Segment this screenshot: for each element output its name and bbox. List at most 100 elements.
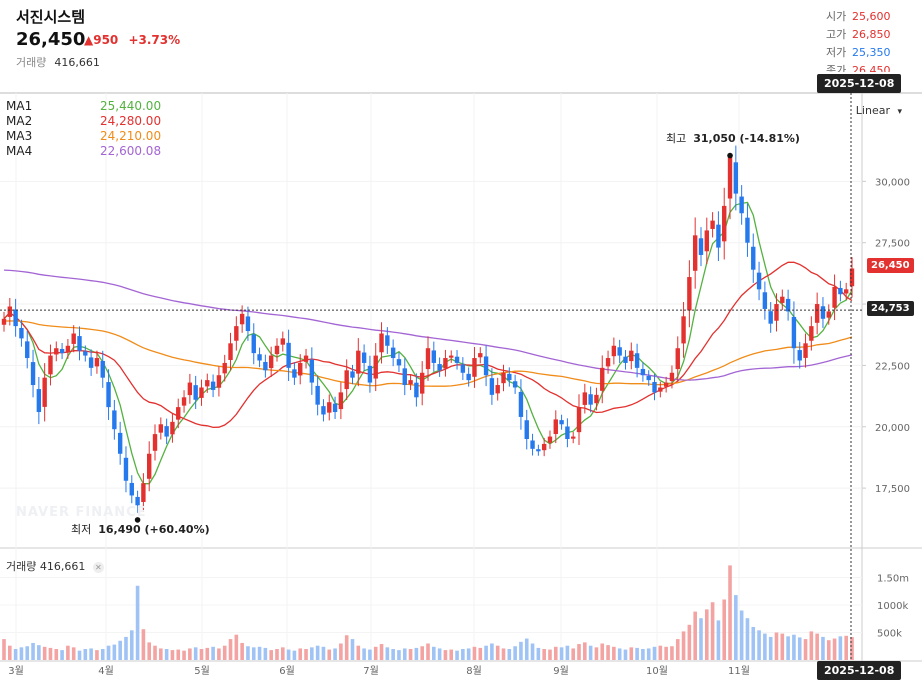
volume-bar [646, 648, 651, 660]
candle-body [704, 230, 709, 252]
crosshair-date-badge-top: 2025-12-08 [817, 74, 902, 93]
volume-bar [542, 649, 546, 660]
candle-body [350, 371, 355, 378]
volume-bar [251, 647, 256, 660]
volume-bar [507, 649, 512, 660]
volume-bar [803, 639, 808, 660]
volume-bar [356, 645, 361, 660]
ohlc-low: 저가 25,350 [826, 44, 906, 60]
candle-body [332, 403, 338, 413]
volume-bar [77, 650, 82, 660]
candle-body [791, 316, 797, 349]
volume-bar [222, 645, 227, 660]
volume-bar [763, 633, 767, 660]
ohlc-high: 고가 26,850 [826, 26, 906, 42]
candle-body [274, 345, 280, 355]
candle-body [803, 343, 808, 358]
candle-body [739, 196, 744, 214]
candle-body [466, 373, 471, 381]
volume-bar [774, 632, 779, 660]
candle-body [774, 304, 779, 321]
candle-body [727, 156, 733, 199]
volume-bar [449, 649, 454, 660]
candle-body [733, 162, 739, 194]
volume-bar [826, 640, 831, 660]
candle-body [663, 382, 669, 387]
candle-body [507, 373, 512, 381]
candle-body [495, 385, 500, 394]
volume-bar [594, 647, 599, 660]
candle-body [176, 407, 181, 420]
candle-body [710, 220, 715, 229]
volume-bar [112, 644, 117, 660]
candle-body [129, 482, 134, 496]
candle-body [59, 348, 65, 354]
volume-bar [37, 645, 41, 660]
candle-body [396, 359, 402, 366]
volume-bar [391, 649, 395, 660]
current-price-tag: 26,450 [867, 258, 914, 273]
volume-bar [106, 645, 111, 660]
current-price: 26,450 [16, 29, 86, 50]
volume-bar [42, 646, 47, 660]
candle-body [530, 440, 535, 449]
candle-body [814, 304, 820, 323]
candle-body [483, 356, 489, 376]
candle-body [65, 345, 71, 353]
candle-body [443, 358, 448, 369]
candle-body [414, 382, 419, 398]
volume-bar [704, 609, 709, 660]
candle-body [106, 382, 111, 408]
candle-body [309, 359, 315, 383]
candle-body [315, 385, 320, 405]
volume-bar [199, 649, 204, 660]
volume-bar [559, 647, 564, 660]
candle-body [210, 381, 216, 390]
volume-bar [571, 648, 576, 660]
volume-bar [652, 646, 657, 660]
volume-bar [379, 644, 384, 660]
price-tick-label: 20,000 [875, 423, 910, 434]
price-tick-label: 17,500 [875, 484, 910, 495]
volume-bar [519, 641, 523, 660]
candle-body [820, 306, 826, 319]
candle-body [402, 368, 407, 386]
candle-body [135, 496, 140, 506]
high-annotation: 최고 31,050 (-14.81%) [666, 130, 800, 146]
candle-body [181, 397, 187, 406]
chevron-down-icon: ▾ [897, 107, 902, 117]
candle-body [344, 370, 349, 390]
volume-bar [530, 643, 535, 660]
volume-bar [577, 644, 581, 660]
volume-bar [118, 640, 122, 660]
scale-selector[interactable]: Linear ▾ [856, 104, 902, 117]
volume-bar [501, 648, 506, 660]
candle-body [245, 316, 251, 332]
volume-bar [461, 649, 465, 660]
ohlc-open-value: 25,600 [852, 10, 891, 23]
candle-body [385, 335, 390, 346]
candle-body [390, 347, 396, 359]
close-icon[interactable]: ✕ [92, 562, 104, 573]
candle-body [536, 449, 541, 452]
candle-body [164, 426, 169, 437]
candle-body [454, 356, 460, 363]
ma1-label: MA1 [6, 99, 33, 113]
volume-bar [263, 647, 268, 660]
volume-bar [373, 646, 378, 660]
volume-bar [275, 649, 279, 660]
volume-bar [54, 649, 59, 660]
ma4-value: 22,600.08 [100, 144, 162, 158]
volume-panel-label: 거래량 416,661 ✕ [6, 558, 104, 574]
ma-legend-item: MA2 24,280.00 [6, 114, 161, 129]
axes: 30,00027,50025,00022,50020,00017,5001.50… [8, 177, 910, 677]
volume-bar [495, 645, 500, 660]
volume-bar [333, 648, 337, 660]
candle-body [611, 345, 617, 357]
candle-body [338, 392, 344, 410]
ohlc-close: 종가 26,450 [826, 62, 906, 72]
time-tick-label: 11월 [728, 665, 750, 677]
ma3-line [3, 320, 853, 387]
volume-bar [687, 624, 692, 660]
